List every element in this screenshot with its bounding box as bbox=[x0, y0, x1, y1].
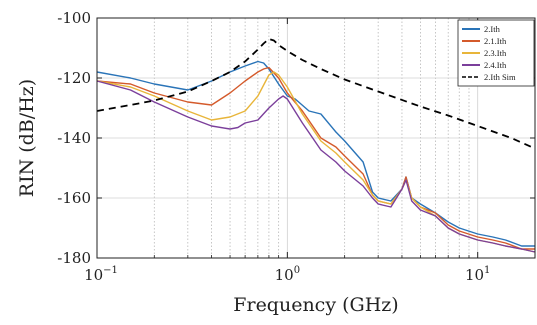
legend-label: 2.4.Ith bbox=[484, 60, 507, 70]
series-line-2-ith-sim bbox=[96, 38, 536, 150]
y-tick-label: -160 bbox=[57, 189, 91, 207]
x-tick-base: 10 bbox=[275, 266, 294, 284]
x-tick-exponent: 1 bbox=[484, 265, 490, 276]
series-line-2-ith bbox=[96, 60, 535, 247]
y-tick-label: -140 bbox=[57, 129, 91, 147]
x-axis-label: Frequency (GHz) bbox=[233, 294, 398, 316]
legend-label: 2.1.Ith bbox=[484, 36, 507, 46]
x-tick-label: 100 bbox=[275, 265, 300, 284]
y-tick-label: -100 bbox=[57, 9, 91, 27]
y-tick-label: -120 bbox=[57, 69, 91, 87]
x-tick-exponent: 0 bbox=[294, 265, 300, 276]
legend-label: 2.Ith bbox=[484, 24, 501, 34]
x-tick-base: 10 bbox=[84, 266, 103, 284]
series-line-2-4-ith bbox=[96, 80, 536, 253]
legend: 2.Ith 2.1.Ith 2.3.Ith 2.4.Ith 2.Ith Sim bbox=[457, 19, 535, 87]
legend-label: 2.Ith Sim bbox=[484, 72, 516, 82]
legend-label: 2.3.Ith bbox=[484, 48, 507, 58]
series-lines bbox=[96, 38, 536, 253]
y-tick-label: -180 bbox=[57, 249, 91, 267]
x-tick-label: 10−1 bbox=[84, 265, 118, 284]
x-tick-label: 101 bbox=[465, 265, 490, 284]
series-line-2-1-ith bbox=[96, 66, 535, 250]
x-tick-exponent: −1 bbox=[103, 265, 118, 276]
x-tick-base: 10 bbox=[465, 266, 484, 284]
y-axis-label: RIN (dB/Hz) bbox=[16, 79, 38, 197]
